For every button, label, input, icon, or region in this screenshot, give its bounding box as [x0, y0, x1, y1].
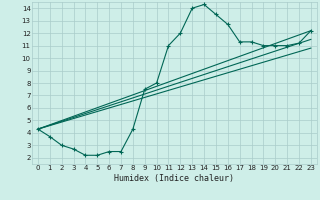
X-axis label: Humidex (Indice chaleur): Humidex (Indice chaleur): [115, 174, 234, 183]
